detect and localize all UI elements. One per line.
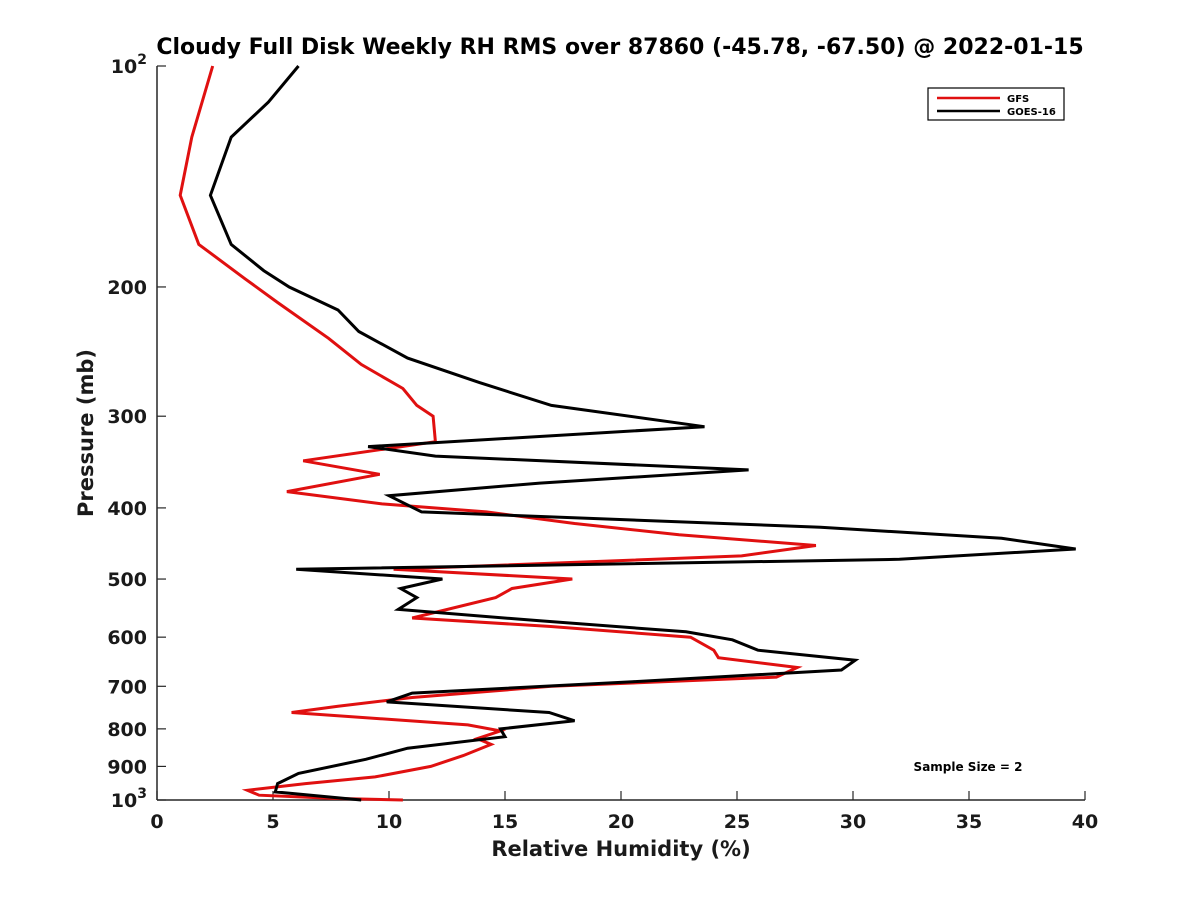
y-tick-label: 300 — [107, 406, 147, 428]
y-tick-label: 400 — [107, 498, 147, 520]
legend-label: GFS — [1007, 94, 1029, 105]
x-axis-label: Relative Humidity (%) — [491, 837, 750, 861]
plot-area: 0 5 10 15 20 25 30 35 40 102 200 300 400 500 600 700 80… — [107, 52, 1098, 833]
y-tick-label: 200 — [107, 277, 147, 299]
x-tick-label: 40 — [1072, 811, 1098, 833]
legend: GFS GOES-16 — [927, 87, 1065, 121]
x-tick-label: 35 — [956, 811, 982, 833]
series-line-goes-16 — [208, 65, 1076, 802]
y-tick-label: 700 — [107, 676, 147, 698]
x-tick-label: 10 — [376, 811, 402, 833]
y-tick-label: 800 — [107, 719, 147, 741]
sample-size-annotation: Sample Size = 2 — [914, 760, 1023, 774]
chart-title: Cloudy Full Disk Weekly RH RMS over 8786… — [156, 35, 1083, 60]
x-tick-label: 15 — [492, 811, 518, 833]
y-tick-label: 600 — [107, 627, 147, 649]
y-tick-label: 900 — [107, 756, 147, 778]
y-tick-label: 500 — [107, 569, 147, 591]
legend-label: GOES-16 — [1007, 107, 1056, 118]
x-tick-label: 0 — [150, 811, 163, 833]
y-tick-label: 103 — [111, 786, 147, 812]
x-tick-label: 5 — [266, 811, 279, 833]
y-tick-label: 102 — [111, 52, 147, 78]
legend-box — [927, 87, 1065, 121]
series-line-gfs — [178, 65, 817, 802]
y-axis-label: Pressure (mb) — [74, 349, 98, 517]
x-tick-label: 25 — [724, 811, 750, 833]
y-axis-ticks: 102 200 300 400 500 600 700 800 900 103 — [107, 52, 166, 812]
series-lines — [178, 65, 1076, 802]
x-tick-label: 20 — [608, 811, 634, 833]
x-tick-label: 30 — [840, 811, 866, 833]
x-axis-ticks: 0 5 10 15 20 25 30 35 40 — [150, 791, 1098, 833]
